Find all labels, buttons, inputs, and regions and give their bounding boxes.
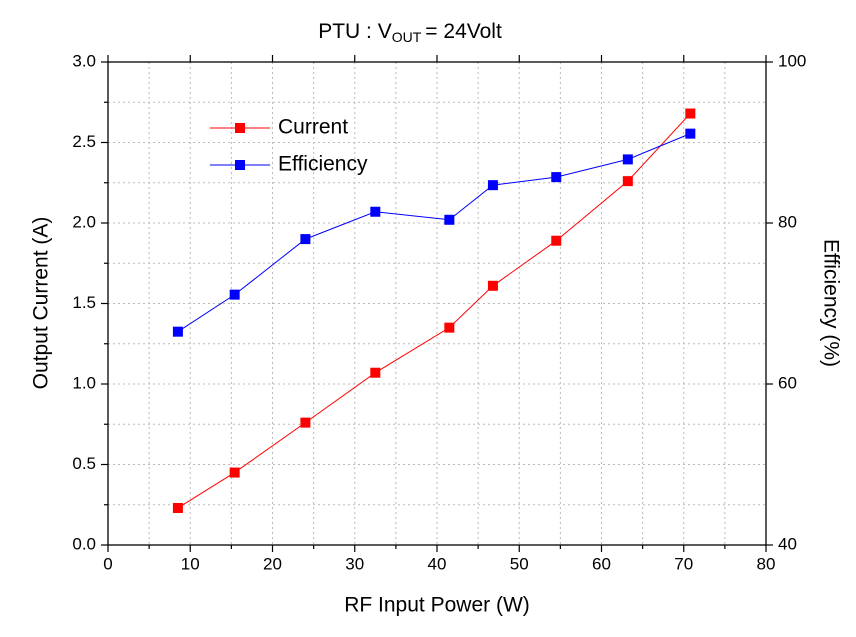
x-tick-label: 30	[345, 554, 364, 573]
y-tick-label: 0.5	[72, 454, 96, 473]
data-point	[551, 235, 562, 246]
title-rest: = 24Volt	[425, 20, 502, 43]
y-tick-label: 2.0	[72, 212, 96, 231]
data-point	[685, 108, 696, 119]
y2-tick-label: 60	[778, 373, 797, 392]
y-tick-label: 3.0	[72, 51, 96, 70]
x-axis-label: RF Input Power (W)	[344, 594, 530, 617]
data-point	[172, 326, 183, 337]
data-point	[229, 467, 240, 478]
plot-frame	[107, 61, 767, 546]
y-tick-label: 1.5	[72, 293, 96, 312]
x-tick-label: 50	[510, 554, 529, 573]
y-tick-label: 0.0	[72, 534, 96, 553]
x-tick-label: 20	[263, 554, 282, 573]
x-tick-label: 70	[674, 554, 693, 573]
x-tick-label: 10	[181, 554, 200, 573]
data-point	[487, 280, 498, 291]
legend-marker	[235, 123, 245, 133]
data-point	[172, 502, 183, 513]
legend-marker	[235, 160, 245, 170]
chart-title: PTU : VOUT = 24Volt	[318, 20, 502, 45]
y-tick-label: 1.0	[72, 373, 96, 392]
y2-tick-label: 100	[778, 51, 806, 70]
data-point	[300, 234, 311, 245]
data-point	[551, 172, 562, 183]
data-point	[229, 289, 240, 300]
legend-label: Current	[278, 116, 348, 139]
y-axis-label: Output Current (A)	[30, 217, 53, 390]
data-point	[622, 176, 633, 187]
data-point	[370, 367, 381, 378]
title-sub: OUT	[392, 29, 422, 45]
x-tick-label: 80	[757, 554, 776, 573]
y2-tick-label: 80	[778, 212, 797, 231]
data-point	[444, 214, 455, 225]
x-tick-label: 60	[592, 554, 611, 573]
title-main: PTU : V	[318, 20, 392, 43]
x-tick-label: 0	[103, 554, 112, 573]
series-line	[177, 133, 691, 333]
data-point	[685, 128, 696, 139]
x-tick-label: 40	[428, 554, 447, 573]
legend-label: Efficiency	[278, 153, 368, 176]
series-line	[177, 113, 691, 509]
data-point	[300, 417, 311, 428]
y2-tick-label: 40	[778, 534, 797, 553]
data-point	[622, 154, 633, 165]
y2-axis-label: Efficiency (%)	[819, 239, 842, 367]
data-point	[370, 206, 381, 217]
data-point	[487, 180, 498, 191]
data-point	[444, 322, 455, 333]
y-tick-label: 2.5	[72, 132, 96, 151]
